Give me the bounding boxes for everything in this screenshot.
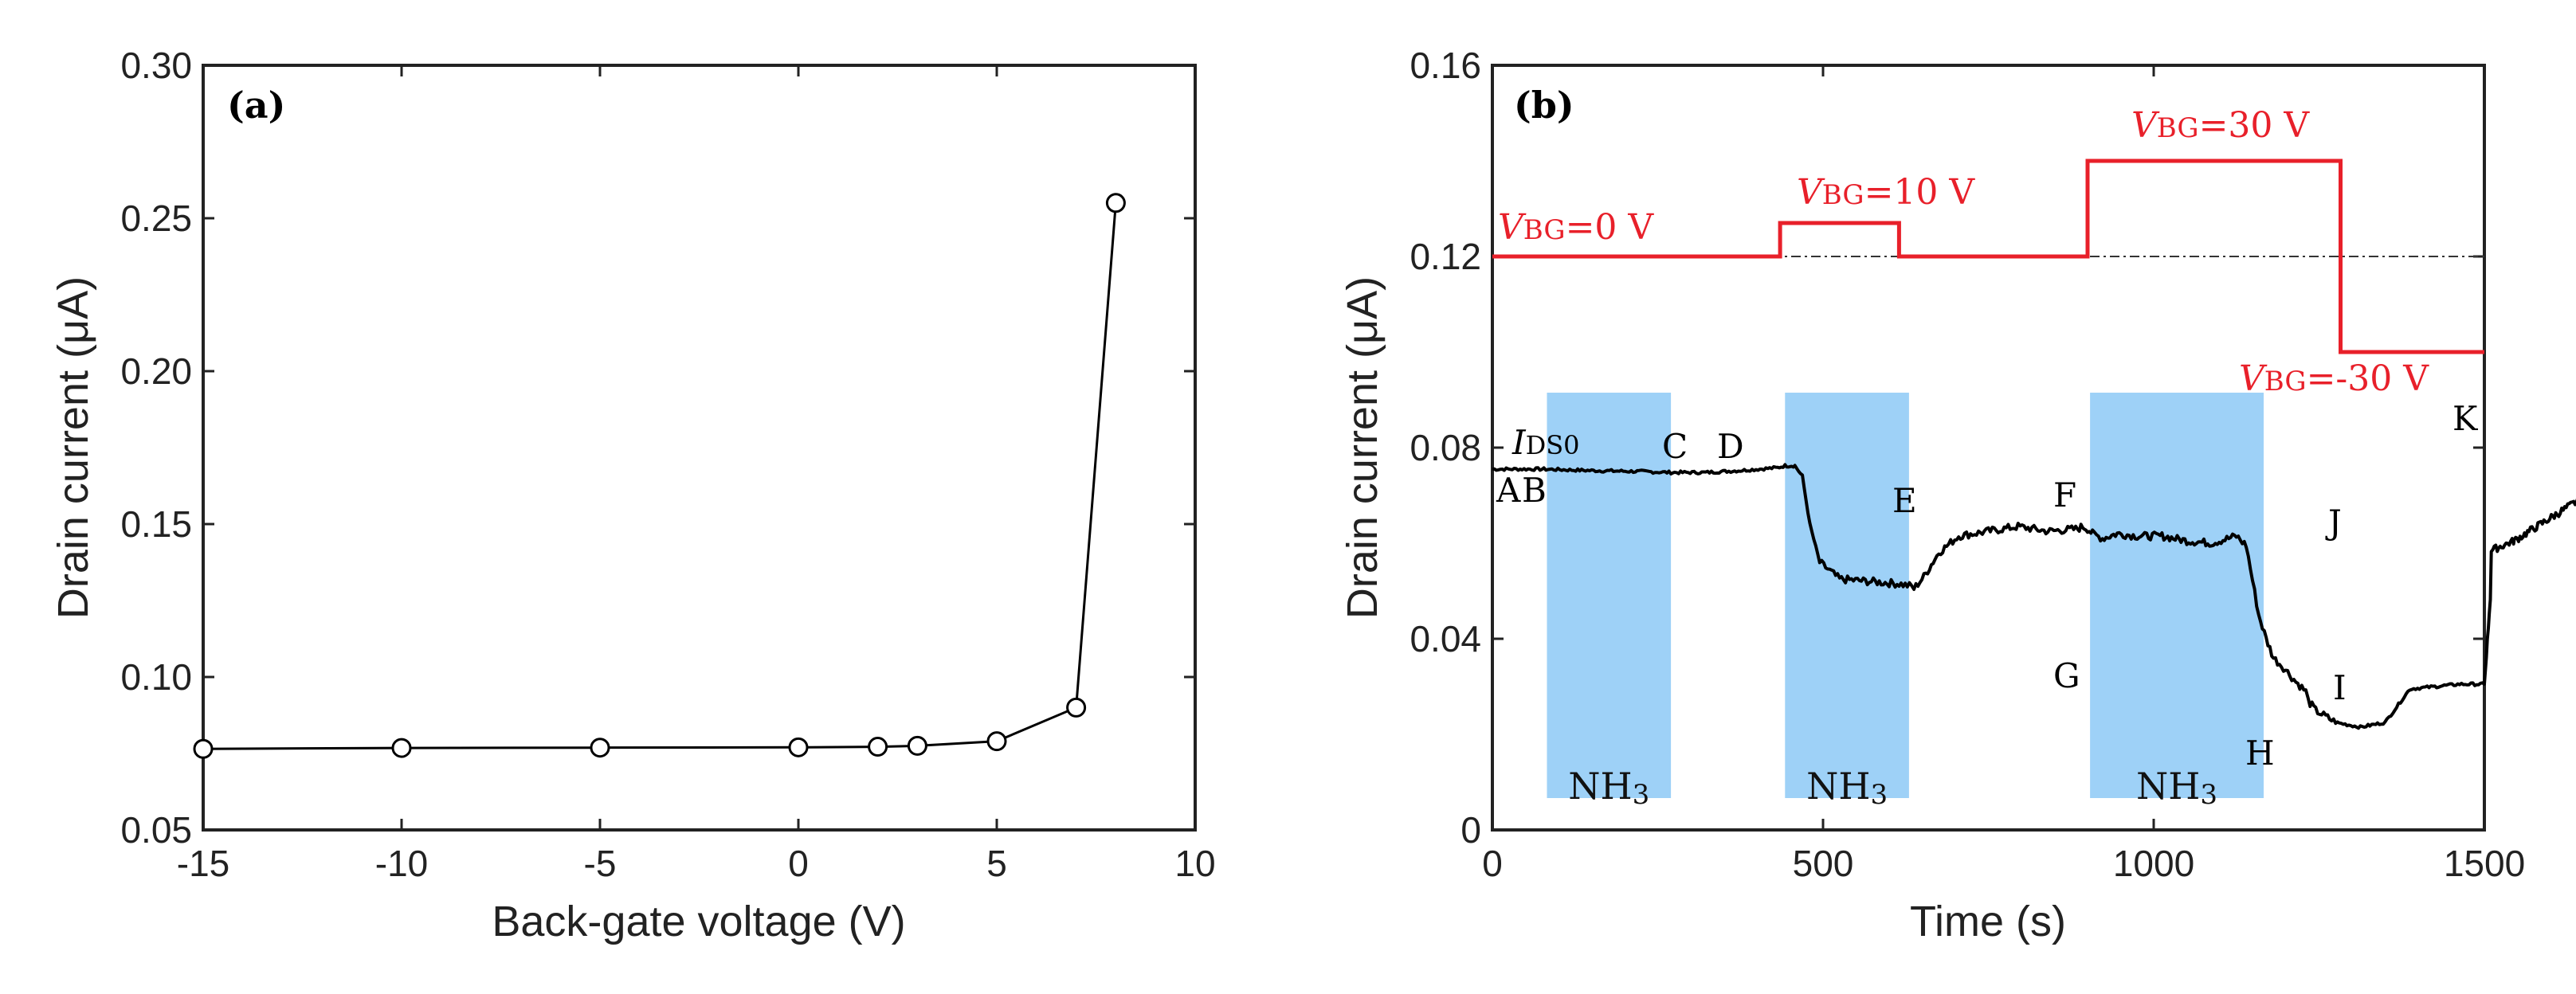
panel-a-point bbox=[907, 735, 927, 756]
panel-a-frame bbox=[202, 64, 1197, 832]
panel-a-point bbox=[193, 738, 214, 759]
panel-b-ytick-label: 0.16 bbox=[1410, 45, 1481, 86]
panel-a-xtick-label: -10 bbox=[375, 843, 428, 884]
panel-a-point bbox=[788, 737, 809, 757]
point-label-f: F bbox=[2053, 475, 2076, 515]
drain-current-line bbox=[1492, 463, 2576, 730]
panel-a: -15 -10 -5 0 5 10 0.05 0.10 0.15 0.20 0.25 0.30 (a)… bbox=[49, 45, 1216, 945]
panel-a-label: (a) bbox=[227, 84, 285, 127]
vbg-label-30v: VBG=30 V bbox=[2131, 105, 2310, 146]
nh3-label: NH3 bbox=[1568, 765, 1649, 811]
panel-a-point bbox=[986, 731, 1007, 752]
vbg-label-0v: VBG=0 V bbox=[1498, 207, 1654, 248]
panel-a-line bbox=[202, 202, 1117, 750]
panel-b-xtick-label: 1000 bbox=[2113, 843, 2194, 884]
panel-a-xlabel: Back-gate voltage (V) bbox=[492, 898, 905, 945]
panel-a-ticks: -15 -10 -5 0 5 10 0.05 0.10 0.15 0.20 0.25 0.30 bbox=[120, 45, 1215, 884]
panel-b-exposure-bands: NH3 NH3 NH3 bbox=[1547, 393, 2264, 811]
gate-voltage-line bbox=[1492, 158, 2484, 354]
panel-b-ticks: 0 500 1000 1500 0 0.04 0.08 0.12 0.16 bbox=[1410, 45, 2525, 884]
panel-b-ytick-label: 0.12 bbox=[1410, 236, 1481, 277]
panel-a-xtick-label: 10 bbox=[1174, 843, 1215, 884]
point-label-k: K bbox=[2452, 399, 2479, 438]
panel-a-xtick-label: 0 bbox=[788, 843, 809, 884]
panel-b-xtick-label: 0 bbox=[1482, 843, 1503, 884]
panel-a-point bbox=[1105, 193, 1126, 213]
panel-a-xtick-label: 5 bbox=[986, 843, 1007, 884]
panel-a-point bbox=[391, 738, 412, 758]
panel-b-label: (b) bbox=[1514, 84, 1574, 127]
point-label-e: E bbox=[1892, 481, 1917, 520]
panel-a-ytick-label: 0.05 bbox=[120, 809, 192, 851]
nh3-label: NH3 bbox=[1806, 765, 1888, 811]
point-label-j: J bbox=[2325, 503, 2342, 542]
point-label-b: B bbox=[1522, 471, 1547, 510]
panel-a-point bbox=[868, 737, 888, 757]
panel-a-ytick-label: 0.15 bbox=[120, 503, 192, 545]
panel-a-point bbox=[590, 738, 610, 758]
panel-a-ytick-label: 0.10 bbox=[120, 656, 192, 698]
nh3-exposure-band bbox=[2090, 393, 2264, 798]
point-label-d: D bbox=[1717, 427, 1744, 466]
nh3-exposure-band bbox=[1785, 393, 1909, 798]
point-label-i: I bbox=[2333, 668, 2347, 707]
point-label-h: H bbox=[2245, 734, 2275, 773]
point-label-a: A bbox=[1496, 471, 1521, 510]
panel-a-point bbox=[1066, 697, 1087, 718]
nh3-label: NH3 bbox=[2136, 765, 2217, 811]
ids0-label: IDS0 bbox=[1511, 423, 1580, 462]
panel-b: NH3 NH3 NH3 0 500 1000 150000.040.080.120.16 … bbox=[1339, 45, 2576, 945]
panel-a-series bbox=[193, 193, 1126, 759]
panel-a-xtick-label: -15 bbox=[177, 843, 229, 884]
panel-a-ytick-label: 0.25 bbox=[120, 198, 192, 239]
panel-b-ylabel: Drain current (μA) bbox=[1339, 276, 1386, 619]
point-label-c: C bbox=[1662, 427, 1688, 466]
point-label-g: G bbox=[2053, 656, 2080, 695]
nh3-exposure-band bbox=[1547, 393, 1672, 798]
panel-b-xtick-label: 1500 bbox=[2444, 843, 2525, 884]
panel-a-ylabel: Drain current (μA) bbox=[49, 276, 97, 619]
panel-a-ytick-label: 0.20 bbox=[120, 350, 192, 392]
panel-b-ytick-label: 0.04 bbox=[1410, 618, 1481, 659]
panel-b-xlabel: Time (s) bbox=[1910, 898, 2066, 945]
vbg-label-minus30v: VBG=-30 V bbox=[2239, 358, 2429, 399]
vbg-label-10v: VBG=10 V bbox=[1797, 172, 1975, 213]
panel-b-series bbox=[1492, 158, 2576, 730]
panel-b-xtick-label: 500 bbox=[1793, 843, 1854, 884]
panel-b-ytick-label: 0.08 bbox=[1410, 427, 1481, 468]
panel-a-xtick-label: -5 bbox=[584, 843, 617, 884]
panel-b-ytick-label: 0 bbox=[1461, 809, 1481, 851]
panel-a-ytick-label: 0.30 bbox=[120, 45, 192, 86]
